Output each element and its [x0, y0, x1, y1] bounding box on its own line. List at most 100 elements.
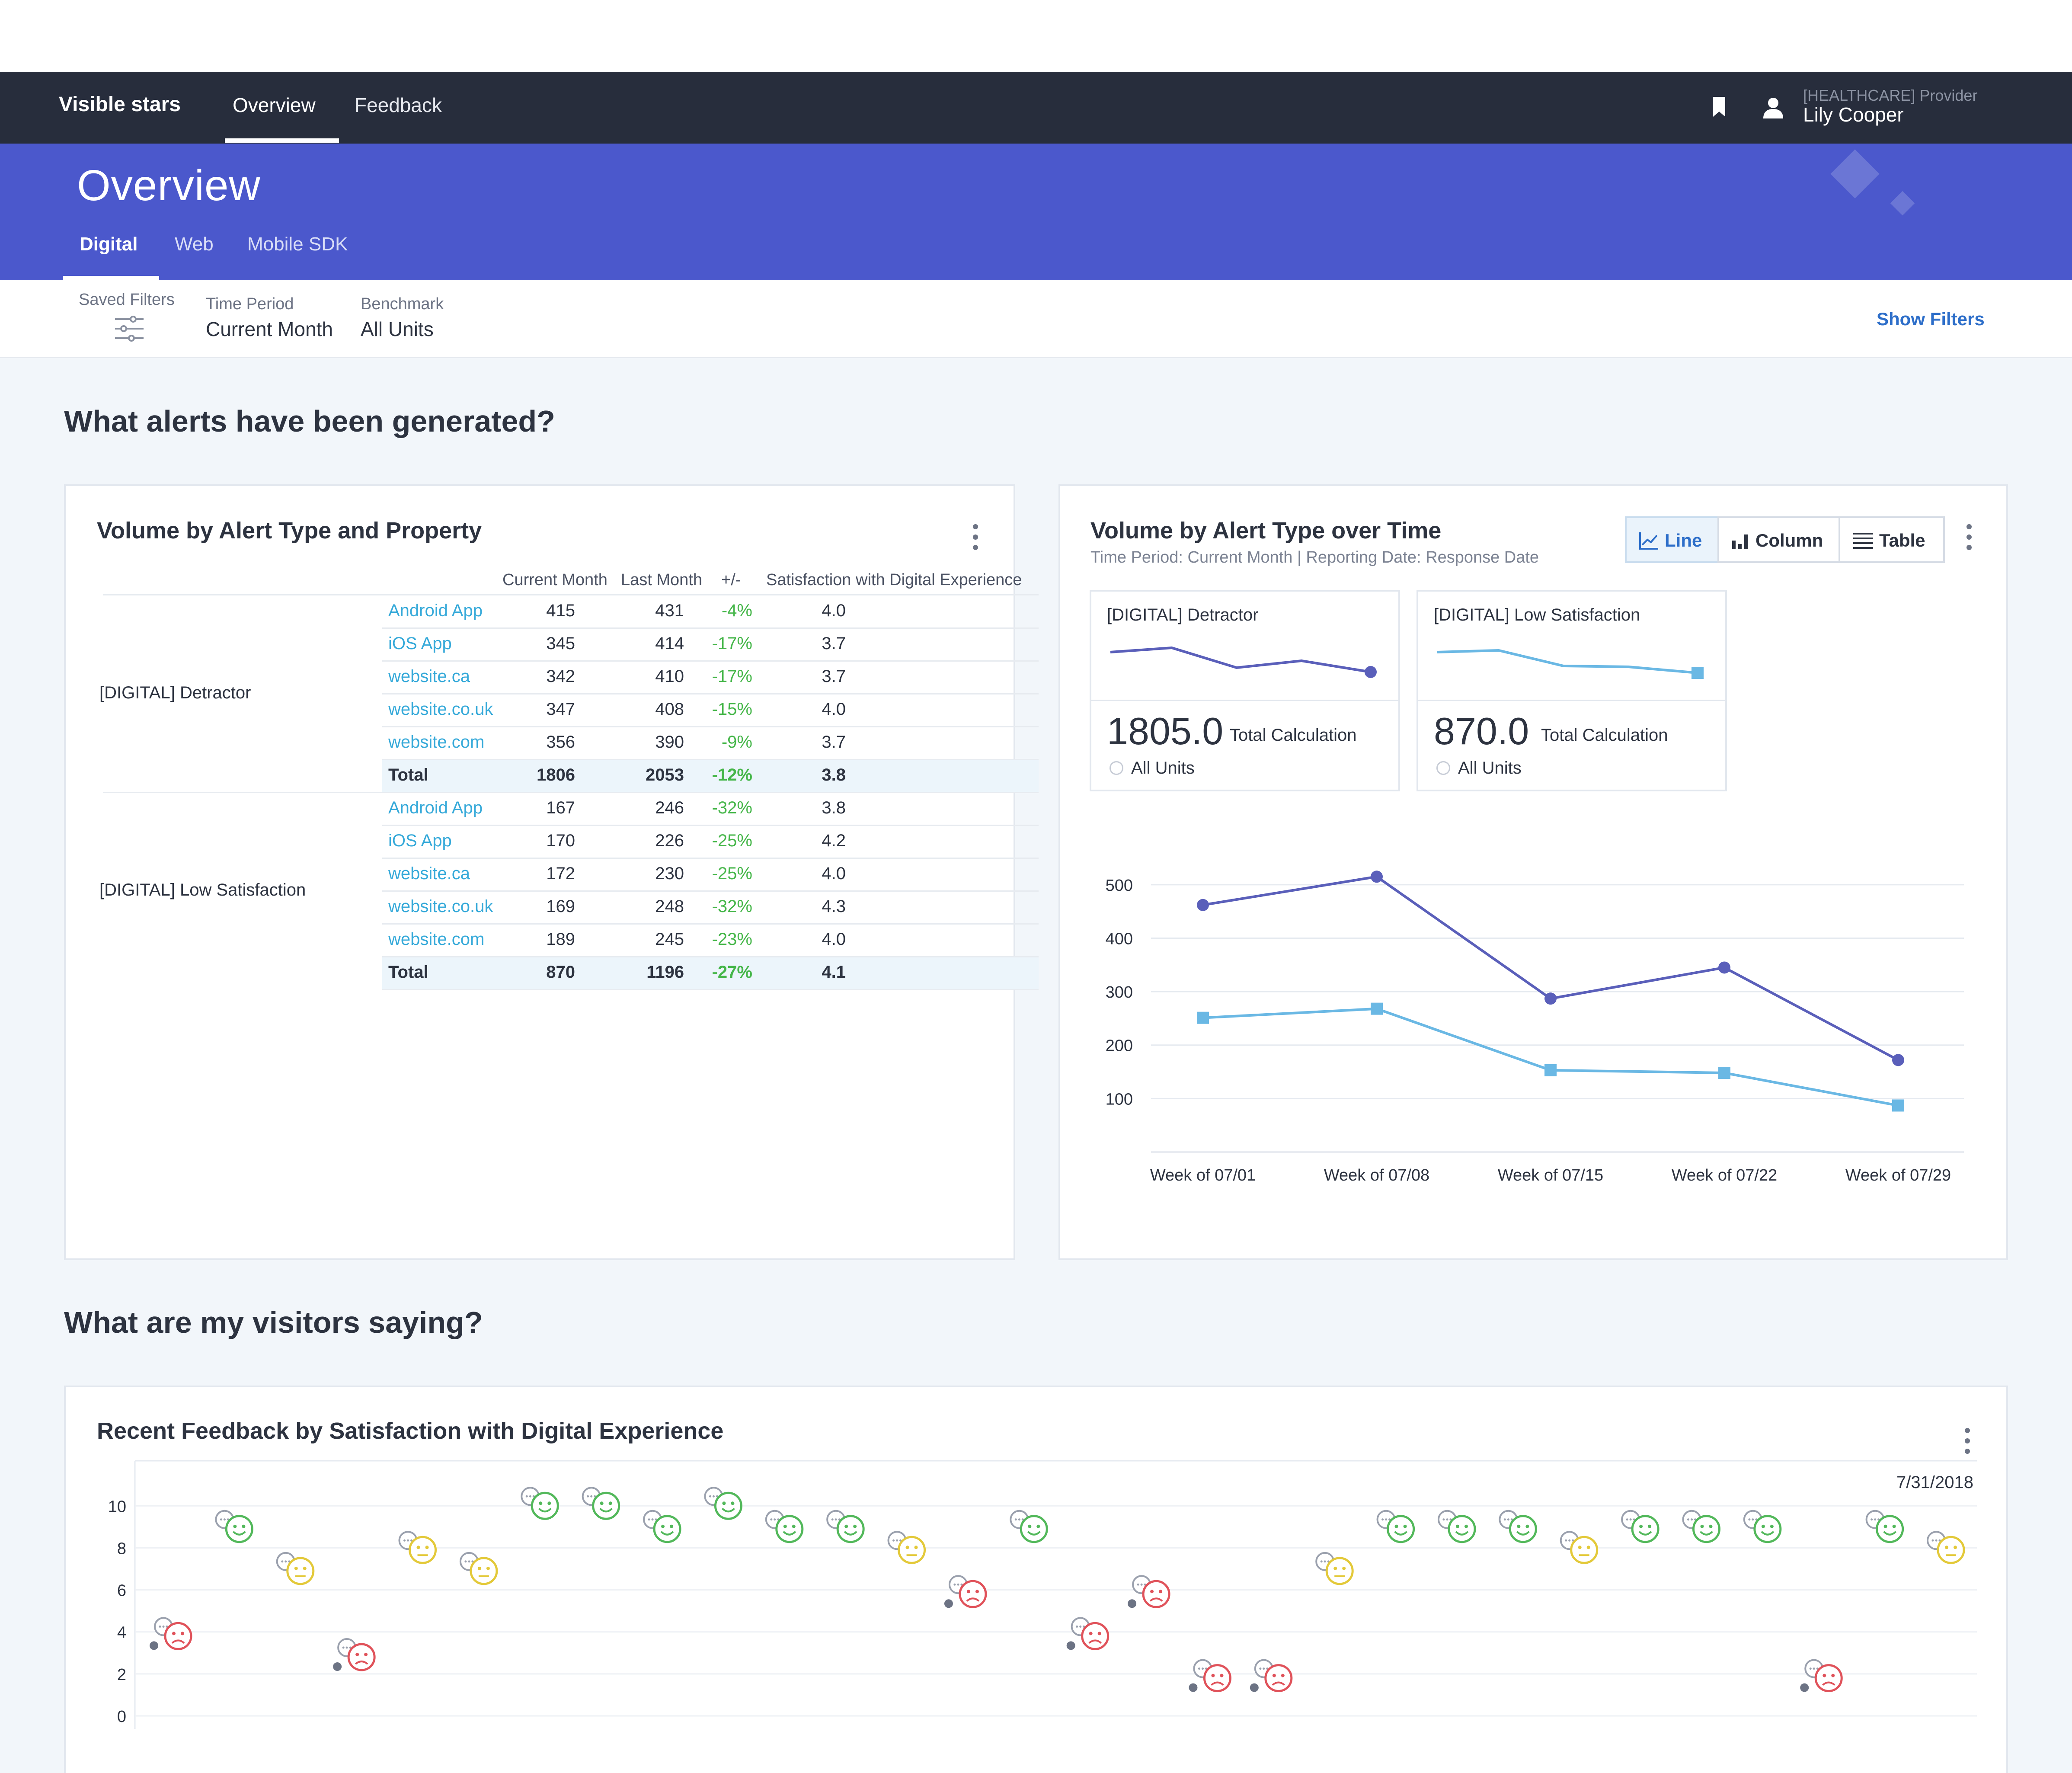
- toggle-table[interactable]: Table: [1839, 516, 1945, 563]
- feedback-neutral-face-icon[interactable]: [398, 1531, 437, 1564]
- card-title: Recent Feedback by Satisfaction with Dig…: [97, 1418, 724, 1444]
- feedback-positive-face-icon[interactable]: [1865, 1510, 1904, 1543]
- column-header-current-month[interactable]: Current Month: [502, 571, 608, 589]
- feedback-positive-face-icon[interactable]: [1682, 1510, 1720, 1543]
- data-point[interactable]: [1197, 1011, 1209, 1024]
- data-point[interactable]: [1718, 961, 1730, 974]
- cell-property[interactable]: website.ca: [388, 667, 470, 686]
- feedback-positive-face-icon[interactable]: [582, 1487, 620, 1520]
- cell-sat: 3.7: [822, 733, 846, 752]
- column-header-satisfaction[interactable]: Satisfaction with Digital Experience: [766, 571, 1022, 589]
- feedback-positive-face-icon[interactable]: [1376, 1510, 1415, 1543]
- table-row: iOS App 170 226 -25% 4.2: [382, 826, 1039, 859]
- saved-filters-label[interactable]: Saved Filters: [79, 291, 175, 309]
- cell-delta: -15%: [712, 700, 752, 719]
- data-point[interactable]: [1371, 870, 1383, 883]
- feedback-negative-face-icon[interactable]: [1066, 1617, 1110, 1650]
- summary-divider: [1418, 700, 1725, 701]
- cell-property[interactable]: website.com: [388, 930, 485, 949]
- feedback-positive-face-icon[interactable]: [704, 1487, 742, 1520]
- user-icon[interactable]: [1762, 96, 1785, 119]
- feedback-positive-face-icon[interactable]: [521, 1487, 559, 1520]
- cell-sat: 4.2: [822, 831, 846, 850]
- cell-property[interactable]: iOS App: [388, 634, 452, 653]
- cell-property[interactable]: website.co.uk: [388, 700, 493, 719]
- feedback-neutral-face-icon[interactable]: [276, 1552, 315, 1585]
- cell-property[interactable]: website.com: [388, 733, 485, 752]
- feedback-positive-face-icon[interactable]: [826, 1510, 865, 1543]
- data-point[interactable]: [1544, 1064, 1557, 1076]
- dashboard-content: What alerts have been generated? Volume …: [0, 358, 2072, 1773]
- cell-property[interactable]: Android App: [388, 798, 483, 817]
- brand-name[interactable]: Visible stars: [59, 93, 181, 116]
- feedback-negative-face-icon[interactable]: [150, 1617, 192, 1650]
- bookmark-icon[interactable]: [1712, 96, 1726, 118]
- tab-active-indicator: [63, 276, 159, 280]
- cell-current: 347: [546, 700, 575, 719]
- cell-property: Total: [388, 963, 428, 982]
- cell-sat: 4.0: [822, 700, 846, 719]
- feedback-positive-face-icon[interactable]: [1499, 1510, 1537, 1543]
- nav-tab-feedback[interactable]: Feedback: [355, 94, 442, 116]
- kebab-menu-icon[interactable]: [1966, 523, 1973, 551]
- feedback-positive-face-icon[interactable]: [1743, 1510, 1782, 1543]
- time-period-value[interactable]: Current Month: [206, 318, 333, 340]
- toggle-line-label: Line: [1665, 530, 1702, 550]
- data-point[interactable]: [1892, 1054, 1904, 1066]
- toggle-column[interactable]: Column: [1717, 516, 1840, 563]
- cell-last: 414: [655, 634, 684, 653]
- cell-current: 870: [546, 963, 575, 982]
- units-radio[interactable]: [1110, 761, 1123, 775]
- feedback-positive-face-icon[interactable]: [215, 1510, 253, 1543]
- cell-property[interactable]: website.co.uk: [388, 897, 493, 916]
- feedback-neutral-face-icon[interactable]: [1927, 1531, 1965, 1564]
- cell-last: 390: [655, 733, 684, 752]
- data-point[interactable]: [1718, 1067, 1730, 1079]
- column-header-last-month[interactable]: Last Month: [621, 571, 702, 589]
- tab-mobile-sdk[interactable]: Mobile SDK: [247, 234, 348, 255]
- feedback-negative-face-icon[interactable]: [944, 1575, 987, 1608]
- summary-card-detractor[interactable]: [DIGITAL] Detractor 1805.0 Total Calcula…: [1090, 590, 1400, 791]
- x-tick-label: Week of 07/08: [1324, 1166, 1429, 1184]
- feedback-positive-face-icon[interactable]: [1437, 1510, 1476, 1543]
- toggle-line[interactable]: Line: [1625, 516, 1719, 563]
- page-header: Overview Digital Web Mobile SDK: [0, 144, 2072, 280]
- feedback-neutral-face-icon[interactable]: [1315, 1552, 1354, 1585]
- feedback-positive-face-icon[interactable]: [1010, 1510, 1048, 1543]
- feedback-negative-face-icon[interactable]: [1250, 1659, 1293, 1693]
- show-filters-link[interactable]: Show Filters: [1877, 309, 1985, 329]
- data-point[interactable]: [1544, 992, 1557, 1005]
- units-radio[interactable]: [1436, 761, 1450, 775]
- cell-property[interactable]: website.ca: [388, 864, 470, 883]
- data-point[interactable]: [1892, 1099, 1904, 1112]
- feedback-neutral-face-icon[interactable]: [887, 1531, 926, 1564]
- feedback-neutral-face-icon[interactable]: [459, 1552, 498, 1585]
- column-header-delta[interactable]: +/-: [721, 571, 741, 589]
- kebab-menu-icon[interactable]: [972, 523, 979, 551]
- y-tick-label: 4: [117, 1624, 126, 1642]
- sliders-icon[interactable]: [114, 315, 144, 342]
- tab-digital[interactable]: Digital: [80, 234, 138, 255]
- feedback-negative-face-icon[interactable]: [1189, 1659, 1231, 1693]
- tab-web[interactable]: Web: [175, 234, 214, 255]
- feedback-negative-face-icon[interactable]: [1800, 1659, 1843, 1693]
- data-point[interactable]: [1371, 1002, 1383, 1015]
- feedback-negative-face-icon[interactable]: [333, 1638, 376, 1671]
- feedback-negative-face-icon[interactable]: [1128, 1575, 1170, 1608]
- benchmark-value[interactable]: All Units: [361, 318, 434, 340]
- cell-last: 226: [655, 831, 684, 850]
- feedback-neutral-face-icon[interactable]: [1560, 1531, 1599, 1564]
- feedback-positive-face-icon[interactable]: [643, 1510, 681, 1543]
- kebab-menu-icon[interactable]: [1964, 1427, 1971, 1455]
- data-point[interactable]: [1197, 899, 1209, 911]
- alert-volume-line-chart: 100 200 300 400 500 Week of 07/01 Week of 07/0…: [1106, 870, 1964, 1184]
- feedback-positive-face-icon[interactable]: [765, 1510, 804, 1543]
- summary-card-low-satisfaction[interactable]: [DIGITAL] Low Satisfaction 870.0 Total C…: [1417, 590, 1727, 791]
- table-row: website.co.uk 347 408 -15% 4.0: [382, 694, 1039, 727]
- cell-property[interactable]: Android App: [388, 601, 483, 620]
- cell-property[interactable]: iOS App: [388, 831, 452, 850]
- table-row: Android App 167 246 -32% 3.8: [382, 793, 1039, 826]
- feedback-positive-face-icon[interactable]: [1621, 1510, 1660, 1543]
- nav-tab-overview[interactable]: Overview: [233, 94, 316, 116]
- user-name[interactable]: Lily Cooper: [1803, 103, 1904, 126]
